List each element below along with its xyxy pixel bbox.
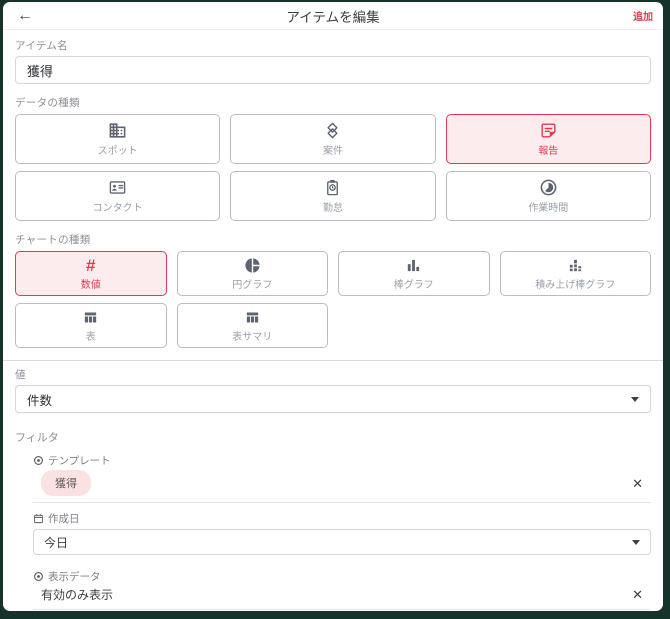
tile-label: 棒グラフ (393, 279, 434, 291)
chart-type-stacked-bar[interactable]: 積み上げ棒グラフ (499, 251, 651, 296)
filter-row-display-data: 表示データ 有効のみ表示 ✕ (33, 561, 651, 610)
back-arrow-icon[interactable]: ← (17, 6, 33, 24)
filter-template-label-row: テンプレート (33, 453, 651, 468)
pie-chart-icon (244, 257, 261, 274)
chart-type-table-summary[interactable]: 表サマリ (176, 303, 328, 348)
stacked-bar-chart-icon (567, 257, 584, 274)
filter-row-sort-order: 並び順 作成日 降順 ✕ (33, 610, 651, 611)
report-note-icon (539, 121, 558, 140)
circle-dot-icon (34, 572, 43, 581)
chart-type-number[interactable]: # 数値 (15, 251, 167, 296)
created-date-selected-option: 今日 (44, 535, 69, 550)
tile-label: 円グラフ (232, 279, 273, 291)
filter-heading: フィルタ (15, 432, 59, 444)
value-label: 値 (15, 369, 26, 381)
contact-card-icon (108, 178, 127, 197)
item-name-field: アイテム名 (15, 38, 651, 84)
data-type-case[interactable]: 案件 (230, 114, 436, 164)
table-summary-icon (244, 309, 261, 326)
filter-divider (33, 609, 651, 610)
item-name-label: アイテム名 (15, 40, 68, 52)
value-field: 値 件数 (15, 367, 651, 413)
data-type-worktime[interactable]: 作業時間 (445, 171, 651, 221)
filter-display-label-row: 表示データ (33, 569, 651, 584)
tile-label: 積み上げ棒グラフ (535, 279, 616, 291)
add-button[interactable]: 追加 (633, 12, 653, 23)
chart-type-table[interactable]: 表 (15, 303, 167, 348)
chart-type-bar[interactable]: 棒グラフ (338, 251, 490, 296)
tile-label: スポット (97, 146, 138, 157)
data-type-label: データの種類 (15, 97, 80, 109)
chart-type-label: チャートの種類 (15, 234, 91, 246)
item-name-input[interactable] (15, 56, 651, 84)
created-date-select[interactable]: 今日 (33, 529, 651, 555)
filter-template-label: テンプレート (48, 455, 111, 467)
tile-label: 数値 (80, 279, 101, 291)
tile-label: 表 (85, 331, 96, 343)
tile-label: 表サマリ (232, 331, 273, 343)
chevron-down-icon (632, 539, 640, 545)
number-sign-icon: # (86, 255, 96, 275)
filter-row-template: テンプレート 獲得 ✕ (33, 445, 651, 503)
punch-clock-icon (323, 178, 342, 197)
data-type-attendance[interactable]: 勤怠 (230, 171, 436, 221)
chart-type-section: チャートの種類 # 数値 円グラフ 棒グラフ (15, 232, 651, 348)
filter-rows: テンプレート 獲得 ✕ 作成日 今日 (15, 445, 651, 611)
tile-label: コンタクト (92, 203, 143, 214)
building-icon (108, 121, 127, 140)
tile-label: 作業時間 (528, 203, 569, 214)
chevron-down-icon (631, 396, 639, 402)
circle-dot-icon (34, 456, 43, 465)
value-selected-option: 件数 (27, 393, 53, 408)
table-icon (82, 309, 99, 326)
chart-type-pie[interactable]: 円グラフ (176, 251, 328, 296)
tile-label: 報告 (538, 146, 559, 157)
filter-display-label: 表示データ (48, 571, 101, 583)
filter-created-label: 作成日 (48, 513, 80, 525)
template-chip: 獲得 (41, 470, 91, 496)
clear-display-data-icon[interactable]: ✕ (632, 587, 643, 602)
calendar-icon (34, 514, 43, 524)
display-data-value: 有効のみ表示 (41, 588, 114, 602)
page-title: アイテムを編集 (286, 9, 380, 25)
tile-label: 案件 (322, 146, 343, 157)
clear-template-icon[interactable]: ✕ (632, 475, 643, 491)
section-divider (3, 360, 663, 361)
bar-chart-icon (405, 257, 422, 274)
filter-created-label-row: 作成日 (33, 511, 651, 526)
value-select[interactable]: 件数 (15, 385, 651, 413)
data-type-section: データの種類 スポット 案件 (15, 95, 651, 221)
timelapse-icon (539, 178, 558, 197)
data-type-contact[interactable]: コンタクト (15, 171, 221, 221)
data-type-spot[interactable]: スポット (15, 114, 221, 164)
tile-label: 勤怠 (322, 203, 343, 214)
handshake-icon (323, 121, 342, 140)
filter-divider (33, 502, 651, 503)
dialog-header: ← アイテムを編集 追加 (3, 2, 663, 30)
data-type-report[interactable]: 報告 (445, 114, 651, 164)
edit-item-dialog: ← アイテムを編集 追加 アイテム名 データの種類 スポット (3, 2, 663, 611)
filter-row-created-date: 作成日 今日 (33, 503, 651, 555)
